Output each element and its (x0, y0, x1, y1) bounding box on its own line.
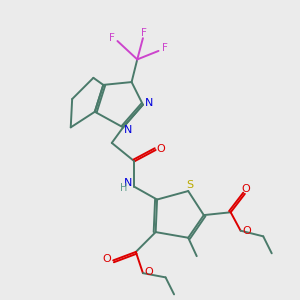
Text: H: H (120, 183, 127, 193)
Text: F: F (141, 28, 147, 38)
Text: O: O (156, 144, 165, 154)
Text: S: S (187, 180, 194, 190)
Text: F: F (110, 33, 115, 43)
Text: N: N (124, 178, 132, 188)
Text: O: O (103, 254, 111, 264)
Text: O: O (242, 226, 251, 236)
Text: N: N (144, 98, 153, 108)
Text: O: O (145, 267, 154, 277)
Text: N: N (124, 124, 132, 135)
Text: F: F (162, 43, 168, 53)
Text: O: O (242, 184, 250, 194)
